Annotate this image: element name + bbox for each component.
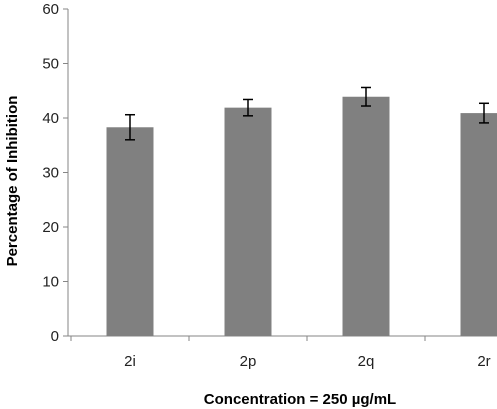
y-tick-label: 20 <box>42 219 59 236</box>
bar-2i <box>106 127 154 336</box>
x-tick-labels-group: 2i 2p 2q 2r <box>124 353 491 370</box>
y-tick-label: 40 <box>42 110 59 127</box>
x-tick-label-2q: 2q <box>358 353 375 370</box>
x-tick-label-2i: 2i <box>124 353 136 370</box>
bars-group <box>106 96 497 337</box>
y-tick-labels-group: 0 10 20 30 40 50 60 <box>42 1 59 345</box>
bar-2p <box>224 107 272 337</box>
y-tick-label: 60 <box>42 1 59 18</box>
x-tick-label-2p: 2p <box>240 353 257 370</box>
y-tick-label: 50 <box>42 56 59 73</box>
y-tick-label: 30 <box>42 165 59 182</box>
error-bars-group <box>125 86 489 141</box>
x-axis-title: Concentration = 250 µg/mL <box>204 391 396 408</box>
y-tick-label: 0 <box>51 328 59 345</box>
bar-2q <box>342 96 390 337</box>
bar-2r <box>460 113 497 336</box>
y-tick-label: 10 <box>42 274 59 291</box>
y-axis-title: Percentage of Inhibition <box>4 96 21 267</box>
x-tick-label-2r: 2r <box>477 353 490 370</box>
